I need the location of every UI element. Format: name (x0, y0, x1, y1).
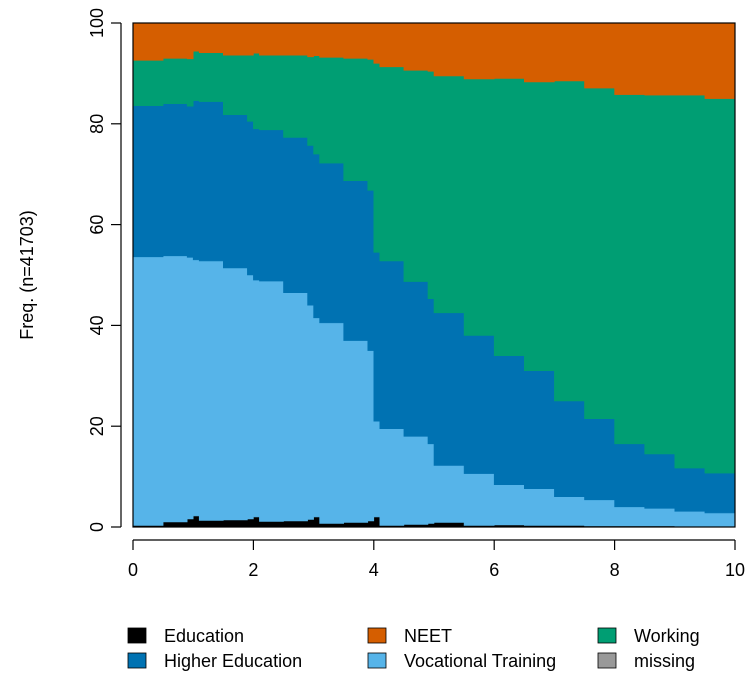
legend-label-higher-education: Higher Education (164, 651, 302, 671)
legend: Education Higher Education NEET Vocational … (127, 626, 700, 671)
x-tick-label: 6 (489, 560, 499, 580)
legend-label-working: Working (634, 626, 700, 646)
y-tick-label: 100 (87, 8, 107, 38)
y-tick-label: 20 (87, 416, 107, 436)
y-tick-label: 40 (87, 315, 107, 335)
plot-areas (132, 22, 736, 528)
legend-swatch-vocational-training (367, 652, 387, 669)
legend-label-neet: NEET (404, 626, 452, 646)
legend-label-missing: missing (634, 651, 695, 671)
plot-frame (132, 22, 736, 528)
y-axis-title: Freq. (n=41703) (17, 210, 37, 340)
legend-swatch-working (597, 627, 617, 644)
legend-swatch-education (127, 627, 147, 644)
x-tick-label: 0 (128, 560, 138, 580)
legend-swatch-higher-education (127, 652, 147, 669)
y-axis: 0 20 40 60 80 100 (87, 8, 122, 532)
y-tick-label: 80 (87, 114, 107, 134)
legend-label-vocational-training: Vocational Training (404, 651, 556, 671)
legend-label-education: Education (164, 626, 244, 646)
y-tick-label: 0 (87, 522, 107, 532)
x-tick-label: 10 (725, 560, 745, 580)
y-tick-label: 60 (87, 215, 107, 235)
x-axis: 0 2 4 6 8 10 (128, 539, 745, 580)
x-tick-label: 2 (248, 560, 258, 580)
legend-swatch-missing (597, 652, 617, 669)
legend-swatch-neet (367, 627, 387, 644)
x-tick-label: 8 (610, 560, 620, 580)
x-tick-label: 4 (369, 560, 379, 580)
